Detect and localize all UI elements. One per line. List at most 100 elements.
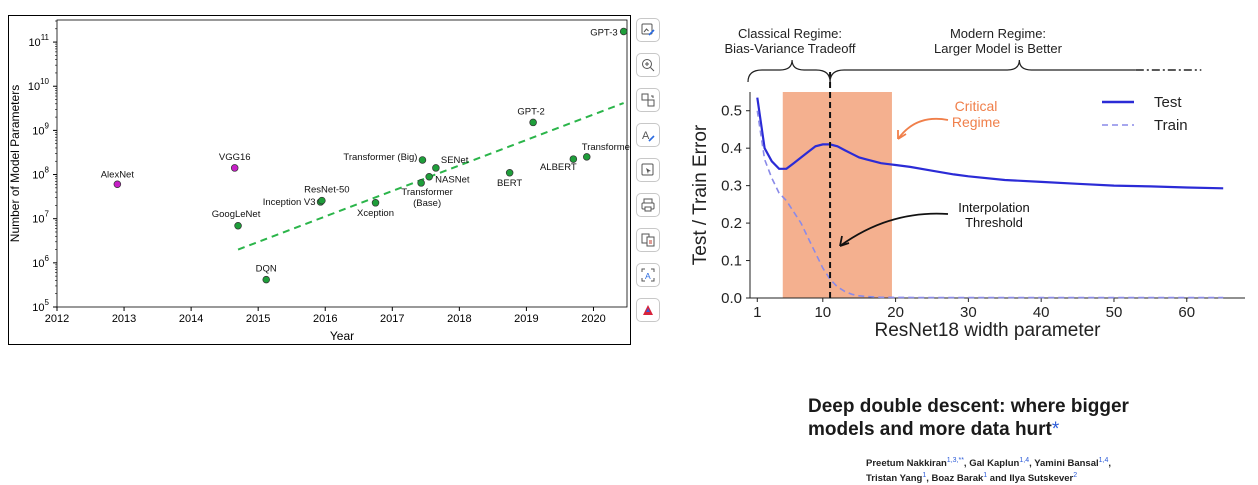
legend-label-train: Train (1154, 117, 1188, 134)
data-point (113, 180, 122, 189)
x-tick-label: 60 (1178, 304, 1195, 321)
data-point (418, 156, 427, 164)
point-label: Transformer (Base) (401, 187, 452, 209)
acrobat-button[interactable] (636, 298, 660, 322)
point-label: ALBERT (540, 162, 577, 173)
y-tick-label: 0.1 (721, 253, 742, 270)
y-tick-label: 109 (32, 121, 49, 137)
classical-regime-brace (747, 59, 831, 83)
y-tick-label: 0.5 (721, 103, 742, 120)
author-separator: , (1108, 458, 1111, 470)
data-point (583, 153, 591, 161)
y-tick-label: 107 (32, 210, 49, 226)
point-label: AlexNet (101, 169, 135, 180)
y-tick-label: 105 (32, 298, 49, 314)
text-edit-button[interactable]: A (636, 123, 660, 147)
data-point (318, 196, 326, 205)
y-axis-label: Number of Model Parameters (9, 85, 22, 242)
author-affiliation[interactable]: 1,3,** (946, 457, 964, 464)
x-tick-label: 2012 (45, 313, 69, 325)
x-tick-label: 20 (887, 304, 904, 321)
image-edit-button[interactable] (636, 18, 660, 42)
interpolation-threshold-arrow (839, 212, 949, 247)
point-label: ResNet-50 (304, 185, 349, 196)
svg-text:A: A (645, 271, 651, 281)
x-axis-label: Year (330, 329, 354, 343)
author-name: Boaz Barak (931, 473, 984, 485)
critical-regime-arrow (897, 118, 949, 140)
data-point (569, 155, 578, 163)
author-name: Yamini Bansal (1034, 458, 1099, 470)
compare-pages-icon (641, 233, 655, 247)
data-point (505, 169, 514, 177)
y-tick-label: 0.2 (721, 215, 742, 232)
modern-regime-brace (829, 59, 1136, 83)
author-separator: , (1029, 458, 1035, 470)
x-tick-label: 1 (753, 304, 761, 321)
double-descent-chart-panel: 1 10 20 30 40 50 60 0.0 0.1 0.2 0.3 0.4 0.5 ResNet18 … (690, 14, 1252, 350)
paper-title: Deep double descent: where bigger models… (808, 395, 1168, 441)
x-tick-label: 2014 (179, 313, 203, 325)
modern-regime-label: Modern Regime: Larger Model is Better (934, 26, 1063, 56)
x-tick-label: 50 (1106, 304, 1123, 321)
author-separator: , (963, 458, 970, 470)
data-point (425, 172, 433, 181)
point-label: Transformer (Big) (343, 152, 417, 163)
parameters-scatter-chart: 2012 2013 2014 2015 2016 2017 2018 2019 2020 105 1… (9, 19, 630, 343)
select-region-button[interactable] (636, 158, 660, 182)
author-affiliation[interactable]: 1 (922, 472, 927, 480)
point-label: GoogLeNet (212, 209, 261, 220)
author-name: Tristan Yang (866, 473, 923, 485)
paper-title-footnote-mark: * (1051, 419, 1060, 440)
classical-regime-label: Classical Regime: Bias-Variance Tradeoff (724, 26, 855, 56)
author-affiliation[interactable]: 2 (1073, 472, 1078, 480)
y-tick-label: 0.3 (721, 178, 742, 195)
point-label: DQN (256, 264, 277, 275)
ocr-text-icon: A (641, 268, 655, 282)
y-tick-label: 1010 (28, 77, 50, 93)
y-axis-label: Test / Train Error (690, 124, 711, 265)
acrobat-icon (643, 305, 653, 315)
y-tick-label: 106 (32, 254, 49, 270)
author-name: Preetum Nakkiran (866, 458, 947, 470)
point-label: BERT (497, 178, 522, 189)
print-button[interactable] (636, 193, 660, 217)
x-tick-label: 2019 (514, 313, 538, 325)
ocr-text-button[interactable]: A (636, 263, 660, 287)
data-point (529, 118, 537, 127)
point-label: Transformer-XL (582, 142, 630, 153)
interpolation-threshold-arrow-head (839, 235, 850, 247)
author-separator: and (987, 473, 1010, 485)
data-point (230, 164, 239, 172)
author-separator: , (926, 473, 932, 485)
legend-label-test: Test (1154, 94, 1182, 111)
parameters-chart-panel: 2012 2013 2014 2015 2016 2017 2018 2019 2020 105 1… (8, 15, 631, 345)
copy-region-icon (641, 93, 655, 107)
data-point (262, 275, 270, 284)
compare-pages-button[interactable] (636, 228, 660, 252)
author-affiliation[interactable]: 1 (983, 472, 988, 480)
author-affiliation[interactable]: 1,4 (1098, 457, 1109, 464)
print-icon (641, 198, 655, 212)
x-tick-label: 2020 (581, 313, 605, 325)
point-label: NASNet (435, 175, 470, 186)
x-axis-label: ResNet18 width parameter (875, 320, 1102, 341)
x-tick-label: 2018 (447, 313, 471, 325)
x-tick-label: 2016 (313, 313, 337, 325)
x-tick-label: 40 (1033, 304, 1050, 321)
author-name: Gal Kaplun (969, 458, 1020, 470)
zoom-in-button[interactable] (636, 53, 660, 77)
author-affiliation[interactable]: 1,4 (1019, 457, 1030, 464)
copy-region-button[interactable] (636, 88, 660, 112)
plot-frame (56, 19, 628, 308)
double-descent-line-chart: 1 10 20 30 40 50 60 0.0 0.1 0.2 0.3 0.4 0.5 ResNet18 … (690, 26, 1245, 341)
data-point (417, 179, 425, 187)
point-label: SENet (441, 155, 469, 166)
critical-regime-band (782, 92, 892, 298)
y-tick-label: 0.0 (721, 290, 742, 307)
point-label: GPT-2 (517, 106, 544, 117)
x-tick-label: 2013 (112, 313, 136, 325)
y-tick-label: 1011 (28, 33, 49, 49)
select-region-icon (641, 163, 654, 176)
critical-regime-label: Critical Regime (952, 98, 1000, 130)
